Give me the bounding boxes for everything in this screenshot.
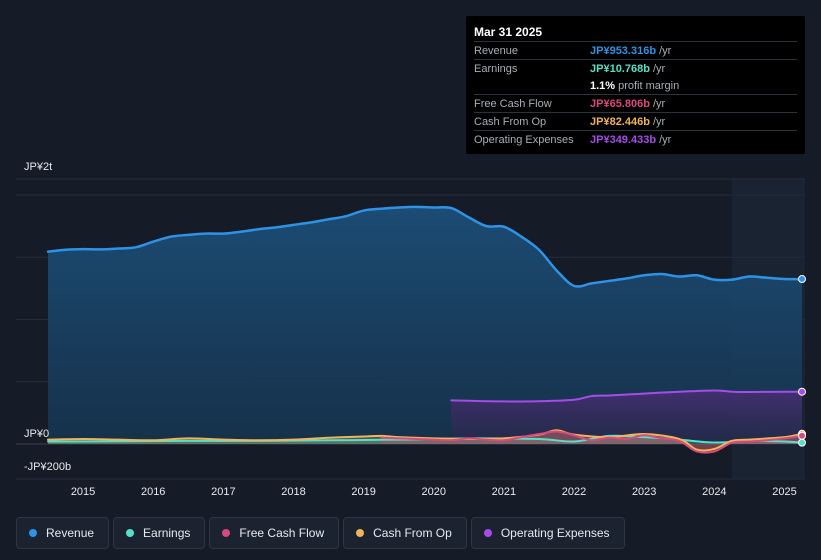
free-cash-flow-line — [380, 430, 803, 454]
operating-expenses-area — [451, 390, 802, 444]
free-cash-flow-area — [381, 431, 802, 453]
legend-label: Earnings — [143, 526, 191, 540]
x-tick-label: 2021 — [492, 486, 516, 498]
x-tick-label: 2023 — [632, 486, 656, 498]
legend-dot-icon — [356, 529, 365, 537]
operating-expenses-line — [450, 389, 803, 403]
tooltip-row-value: JP¥953.316b — [590, 44, 657, 57]
series-endpoints — [798, 275, 806, 447]
x-tick-label: 2022 — [562, 486, 586, 498]
tooltip-row-unit: /yr — [659, 44, 672, 57]
tooltip-row-unit: /yr — [659, 133, 672, 146]
tooltip-row-label: Operating Expenses — [474, 133, 574, 146]
legend-dot-icon — [483, 529, 492, 537]
legend-item-operating-expenses[interactable]: Operating Expenses — [470, 517, 625, 549]
cash-from-op-area — [48, 430, 802, 451]
x-tick-label: 2019 — [351, 486, 375, 498]
tooltip-row-value: JP¥10.768b — [590, 62, 650, 75]
y-axis-bottom-label: -JP¥200b — [24, 461, 71, 473]
tooltip-date: Mar 31 2025 — [474, 25, 543, 39]
tooltip-row-unit: /yr — [652, 62, 666, 75]
series-areas — [48, 206, 802, 453]
legend-label: Free Cash Flow — [239, 526, 325, 540]
x-axis-ticks: 2015 2016 2017 2018 2019 2020 2021 2022 2023 2024… — [71, 486, 797, 498]
y-axis-top-label: JP¥2t — [24, 161, 52, 173]
tooltip-rows: Revenue JP¥953.316b/yr Earnings JP¥10.768b /… — [474, 41, 797, 148]
legend-label: Revenue — [46, 526, 95, 540]
tooltip-row-value: JP¥82.446b — [590, 115, 650, 128]
legend-label: Cash From Op — [373, 526, 452, 540]
revenue-area — [48, 206, 802, 444]
revenue-endpoint — [798, 275, 806, 284]
legend-dot-icon — [222, 529, 231, 537]
tooltip-row-unit: profit margin — [618, 79, 680, 92]
earnings-endpoint — [798, 438, 806, 447]
x-tick-label: 2018 — [281, 486, 305, 498]
legend-dot-icon — [29, 529, 37, 537]
legend-dot-icon — [126, 529, 135, 537]
tooltip-row-unit: /yr — [652, 115, 666, 128]
legend-item-revenue[interactable]: Revenue — [16, 517, 110, 549]
tooltip-row-label: Earnings — [474, 62, 518, 75]
legend-item-earnings[interactable]: Earnings — [113, 517, 206, 549]
tooltip-row: Free Cash Flow JP¥65.806b/yr — [474, 94, 797, 112]
legend-label: Operating Expenses — [500, 526, 610, 540]
revenue-line — [46, 205, 804, 288]
tooltip-row: Revenue JP¥953.316b/yr — [474, 41, 797, 59]
hover-tooltip: Mar 31 2025 Revenue JP¥953.316b/yr Earning… — [466, 16, 805, 154]
tooltip-row: 1.1% profit margin — [474, 77, 797, 94]
tooltip-row-value: 1.1% — [590, 79, 616, 92]
free-cash-flow-endpoint — [798, 431, 806, 440]
tooltip-row-label: Cash From Op — [474, 115, 547, 128]
series-lines — [46, 205, 804, 454]
legend-item-free-cash-flow[interactable]: Free Cash Flow — [209, 517, 340, 549]
tooltip-row-label: Free Cash Flow — [474, 97, 552, 110]
tooltip-row-value: JP¥349.433b — [590, 133, 657, 146]
tooltip-row-value: JP¥65.806b — [590, 97, 650, 110]
chart-area: JP¥2t JP¥0 -JP¥200b 2015 2016 2017 2018 2019… — [16, 161, 806, 498]
x-tick-label: 2016 — [141, 486, 165, 498]
operating-expenses-endpoint — [798, 387, 806, 396]
x-tick-label: 2017 — [211, 486, 235, 498]
tooltip-row-unit: /yr — [652, 97, 666, 110]
x-tick-label: 2020 — [422, 486, 446, 498]
tooltip-row: Cash From Op JP¥82.446b/yr — [474, 112, 797, 130]
tooltip-row: Operating Expenses JP¥349.433b/yr — [474, 130, 797, 148]
legend-item-cash-from-op[interactable]: Cash From Op — [343, 517, 467, 549]
chart-legend: Revenue Earnings Free Cash Flow Cash From O… — [16, 517, 625, 549]
x-tick-label: 2015 — [71, 486, 95, 498]
x-tick-label: 2024 — [702, 486, 726, 498]
tooltip-row-label: Revenue — [474, 44, 519, 57]
x-tick-label: 2025 — [772, 486, 796, 498]
tooltip-row: Earnings JP¥10.768b/yr — [474, 59, 797, 77]
y-axis-zero-label: JP¥0 — [24, 428, 49, 440]
